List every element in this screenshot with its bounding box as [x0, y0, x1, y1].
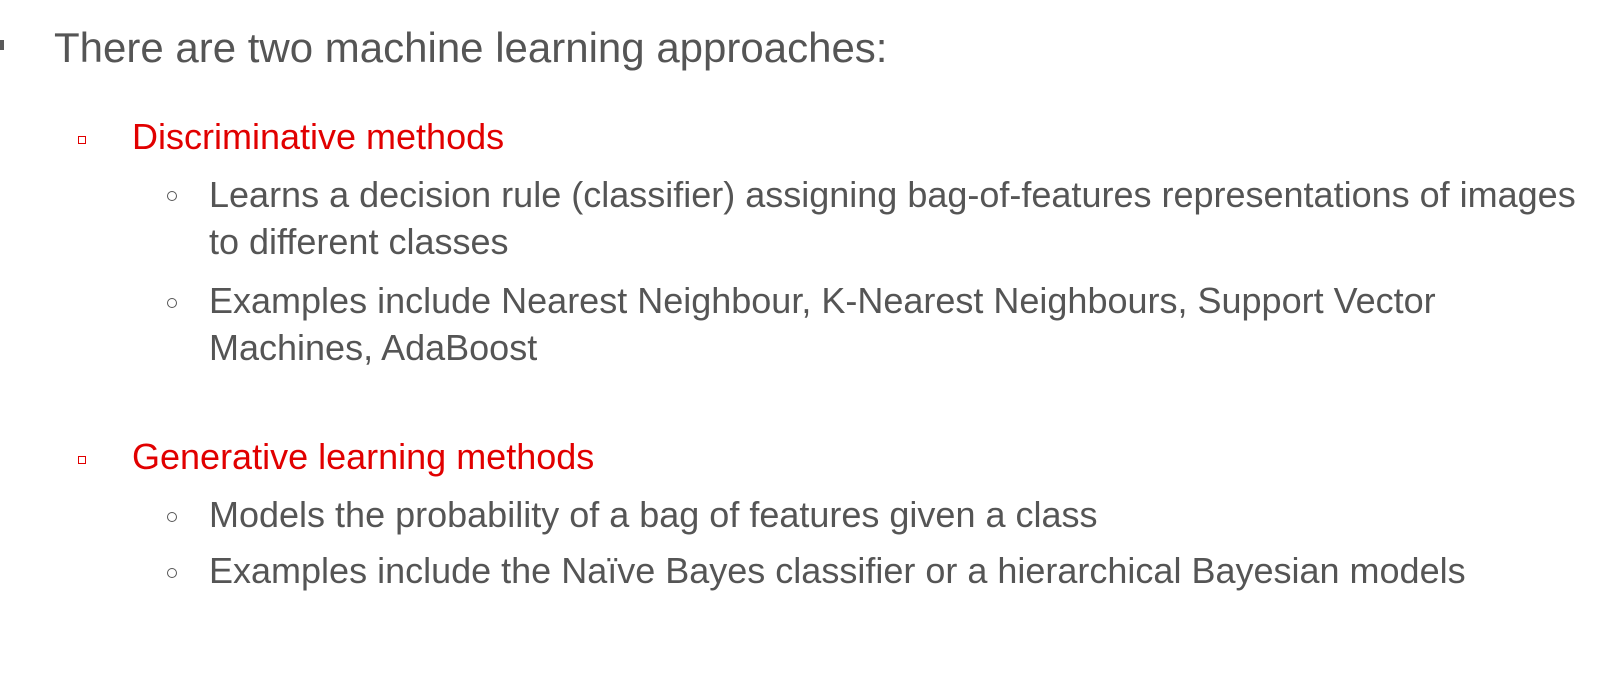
circle-bullet-icon — [167, 298, 177, 308]
section-point: Examples include Nearest Neighbour, K-Ne… — [209, 280, 1436, 368]
section-point: Learns a decision rule (classifier) assi… — [209, 174, 1576, 262]
square-bullet-icon — [78, 136, 86, 144]
square-bullet-icon — [78, 456, 86, 464]
section-point: Models the probability of a bag of featu… — [209, 494, 1098, 535]
circle-bullet-icon — [167, 568, 177, 578]
circle-bullet-icon — [167, 512, 177, 522]
section-heading-discriminative: Discriminative methods — [132, 116, 505, 157]
section-heading-generative: Generative learning methods — [132, 436, 595, 477]
intro-text: There are two machine learning approache… — [54, 24, 888, 71]
circle-bullet-icon — [167, 191, 177, 201]
level1-bullet-icon — [0, 40, 4, 50]
section-point: Examples include the Naïve Bayes classif… — [209, 550, 1466, 591]
